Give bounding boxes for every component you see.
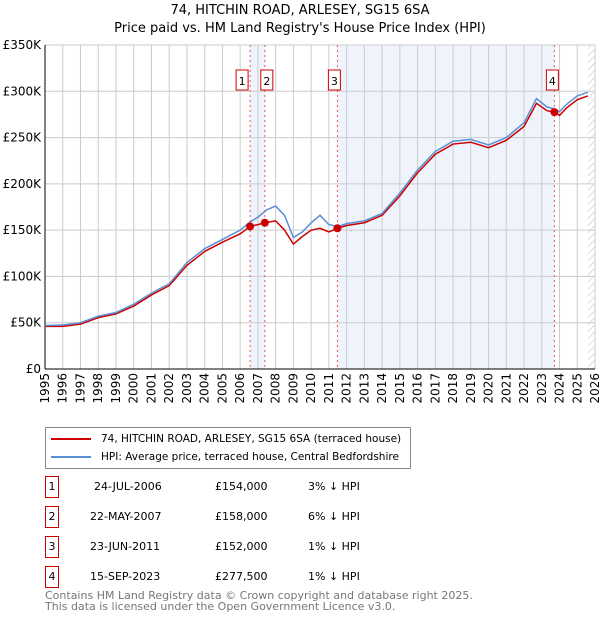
shaded-band — [337, 45, 555, 369]
legend-red-line — [51, 438, 91, 440]
sale-row: 4 15-SEP-2023 £277,500 1% ↓ HPI — [45, 566, 445, 588]
chart-subtitle: Price paid vs. HM Land Registry's House … — [114, 21, 486, 36]
footer: Contains HM Land Registry data © Crown c… — [45, 590, 473, 612]
sale-point — [260, 218, 269, 227]
x-tick-label: 2012 — [340, 373, 354, 404]
y-tick-label: £50K — [10, 316, 42, 330]
x-tick-label: 2014 — [375, 373, 389, 404]
sale-hpi-diff: 1% ↓ HPI — [308, 570, 360, 583]
sale-label: 3 — [331, 75, 338, 88]
sale-label: 1 — [239, 75, 246, 88]
x-tick-label: 2020 — [482, 373, 496, 404]
y-tick-label: £100K — [3, 269, 43, 283]
price-chart: 1995 1996 1997 1998 1999 2000 2001 2002 2003 2004… — [3, 38, 600, 404]
x-tick-label: 2017 — [428, 373, 442, 404]
x-tick-label: 2007 — [251, 373, 265, 404]
legend-property: 74, HITCHIN ROAD, ARLESEY, SG15 6SA (ter… — [101, 433, 402, 445]
sale-price: £152,000 — [215, 540, 268, 553]
x-tick-label: 1998 — [91, 373, 105, 404]
x-tick-label: 2024 — [553, 373, 567, 404]
sale-marker: 2 — [45, 506, 59, 528]
x-tick-label: 2016 — [411, 373, 425, 404]
x-tick-label: 2002 — [162, 373, 176, 404]
sale-price: £277,500 — [215, 570, 268, 583]
x-tick-label: 2003 — [180, 373, 194, 404]
sale-marker: 1 — [45, 476, 59, 498]
legend-hpi: HPI: Average price, terraced house, Cent… — [101, 451, 399, 463]
x-tick-label: 2000 — [127, 373, 141, 404]
x-tick-label: 2025 — [570, 373, 584, 404]
sale-marker: 4 — [45, 566, 59, 588]
x-tick-label: 2026 — [588, 373, 600, 404]
x-tick-label: 2006 — [233, 373, 247, 404]
sale-label-box — [260, 69, 274, 91]
sale-label-box — [327, 69, 341, 91]
hpi-line — [44, 91, 589, 327]
y-tick-label: £200K — [3, 177, 43, 191]
x-tick-label: 1996 — [56, 373, 70, 404]
sale-label-box — [235, 69, 249, 91]
property-price-line — [45, 95, 589, 328]
sale-point — [246, 222, 255, 231]
x-tick-label: 2023 — [535, 373, 549, 404]
sale-row: 1 24-JUL-2006 £154,000 3% ↓ HPI — [45, 476, 445, 498]
sale-point — [550, 108, 559, 117]
x-tick-label: 2005 — [215, 373, 229, 404]
x-tick-label: 2001 — [144, 373, 158, 404]
legend: 74, HITCHIN ROAD, ARLESEY, SG15 6SA (ter… — [45, 427, 411, 469]
x-tick-label: 2004 — [198, 373, 212, 404]
y-tick-label: £300K — [3, 84, 43, 98]
chart-title: 74, HITCHIN ROAD, ARLESEY, SG15 6SA — [170, 3, 430, 18]
sale-hpi-diff: 3% ↓ HPI — [308, 480, 360, 493]
x-tick-label: 2018 — [446, 373, 460, 404]
x-tick-label: 1997 — [73, 373, 87, 404]
sale-date: 23-JUN-2011 — [90, 540, 161, 553]
x-tick-label: 2008 — [269, 373, 283, 404]
sale-row: 2 22-MAY-2007 £158,000 6% ↓ HPI — [45, 506, 445, 528]
sale-hpi-diff: 1% ↓ HPI — [308, 540, 360, 553]
y-tick-label: £350K — [3, 38, 43, 52]
sale-hpi-diff: 6% ↓ HPI — [308, 510, 360, 523]
x-tick-label: 2015 — [393, 373, 407, 404]
footer-line-1: Contains HM Land Registry data © Crown c… — [45, 589, 473, 602]
sale-row: 3 23-JUN-2011 £152,000 1% ↓ HPI — [45, 536, 445, 558]
forecast-hatch — [587, 45, 595, 369]
x-tick-label: 1999 — [109, 373, 123, 404]
footer-line-2: This data is licensed under the Open Gov… — [45, 600, 396, 613]
sale-date: 15-SEP-2023 — [90, 570, 161, 583]
x-tick-label: 2019 — [464, 373, 478, 404]
x-tick-label: 2009 — [286, 373, 300, 404]
sale-date: 22-MAY-2007 — [90, 510, 162, 523]
y-tick-label: £150K — [3, 223, 43, 237]
sale-price: £158,000 — [215, 510, 268, 523]
sale-label-box — [545, 69, 559, 91]
sale-marker: 3 — [45, 536, 59, 558]
x-tick-label: 2010 — [304, 373, 318, 404]
y-tick-label: £250K — [3, 131, 43, 145]
sale-label: 2 — [263, 75, 270, 88]
sale-label: 4 — [549, 75, 556, 88]
sale-date: 24-JUL-2006 — [94, 480, 162, 493]
y-tick-label: £0 — [26, 362, 41, 376]
sale-point — [333, 224, 342, 233]
legend-blue-line — [51, 456, 91, 458]
x-tick-label: 2011 — [322, 373, 336, 404]
x-tick-label: 2022 — [517, 373, 531, 404]
sale-price: £154,000 — [215, 480, 268, 493]
x-tick-label: 1995 — [38, 373, 52, 404]
x-tick-label: 2021 — [499, 373, 513, 404]
x-tick-label: 2013 — [357, 373, 371, 404]
